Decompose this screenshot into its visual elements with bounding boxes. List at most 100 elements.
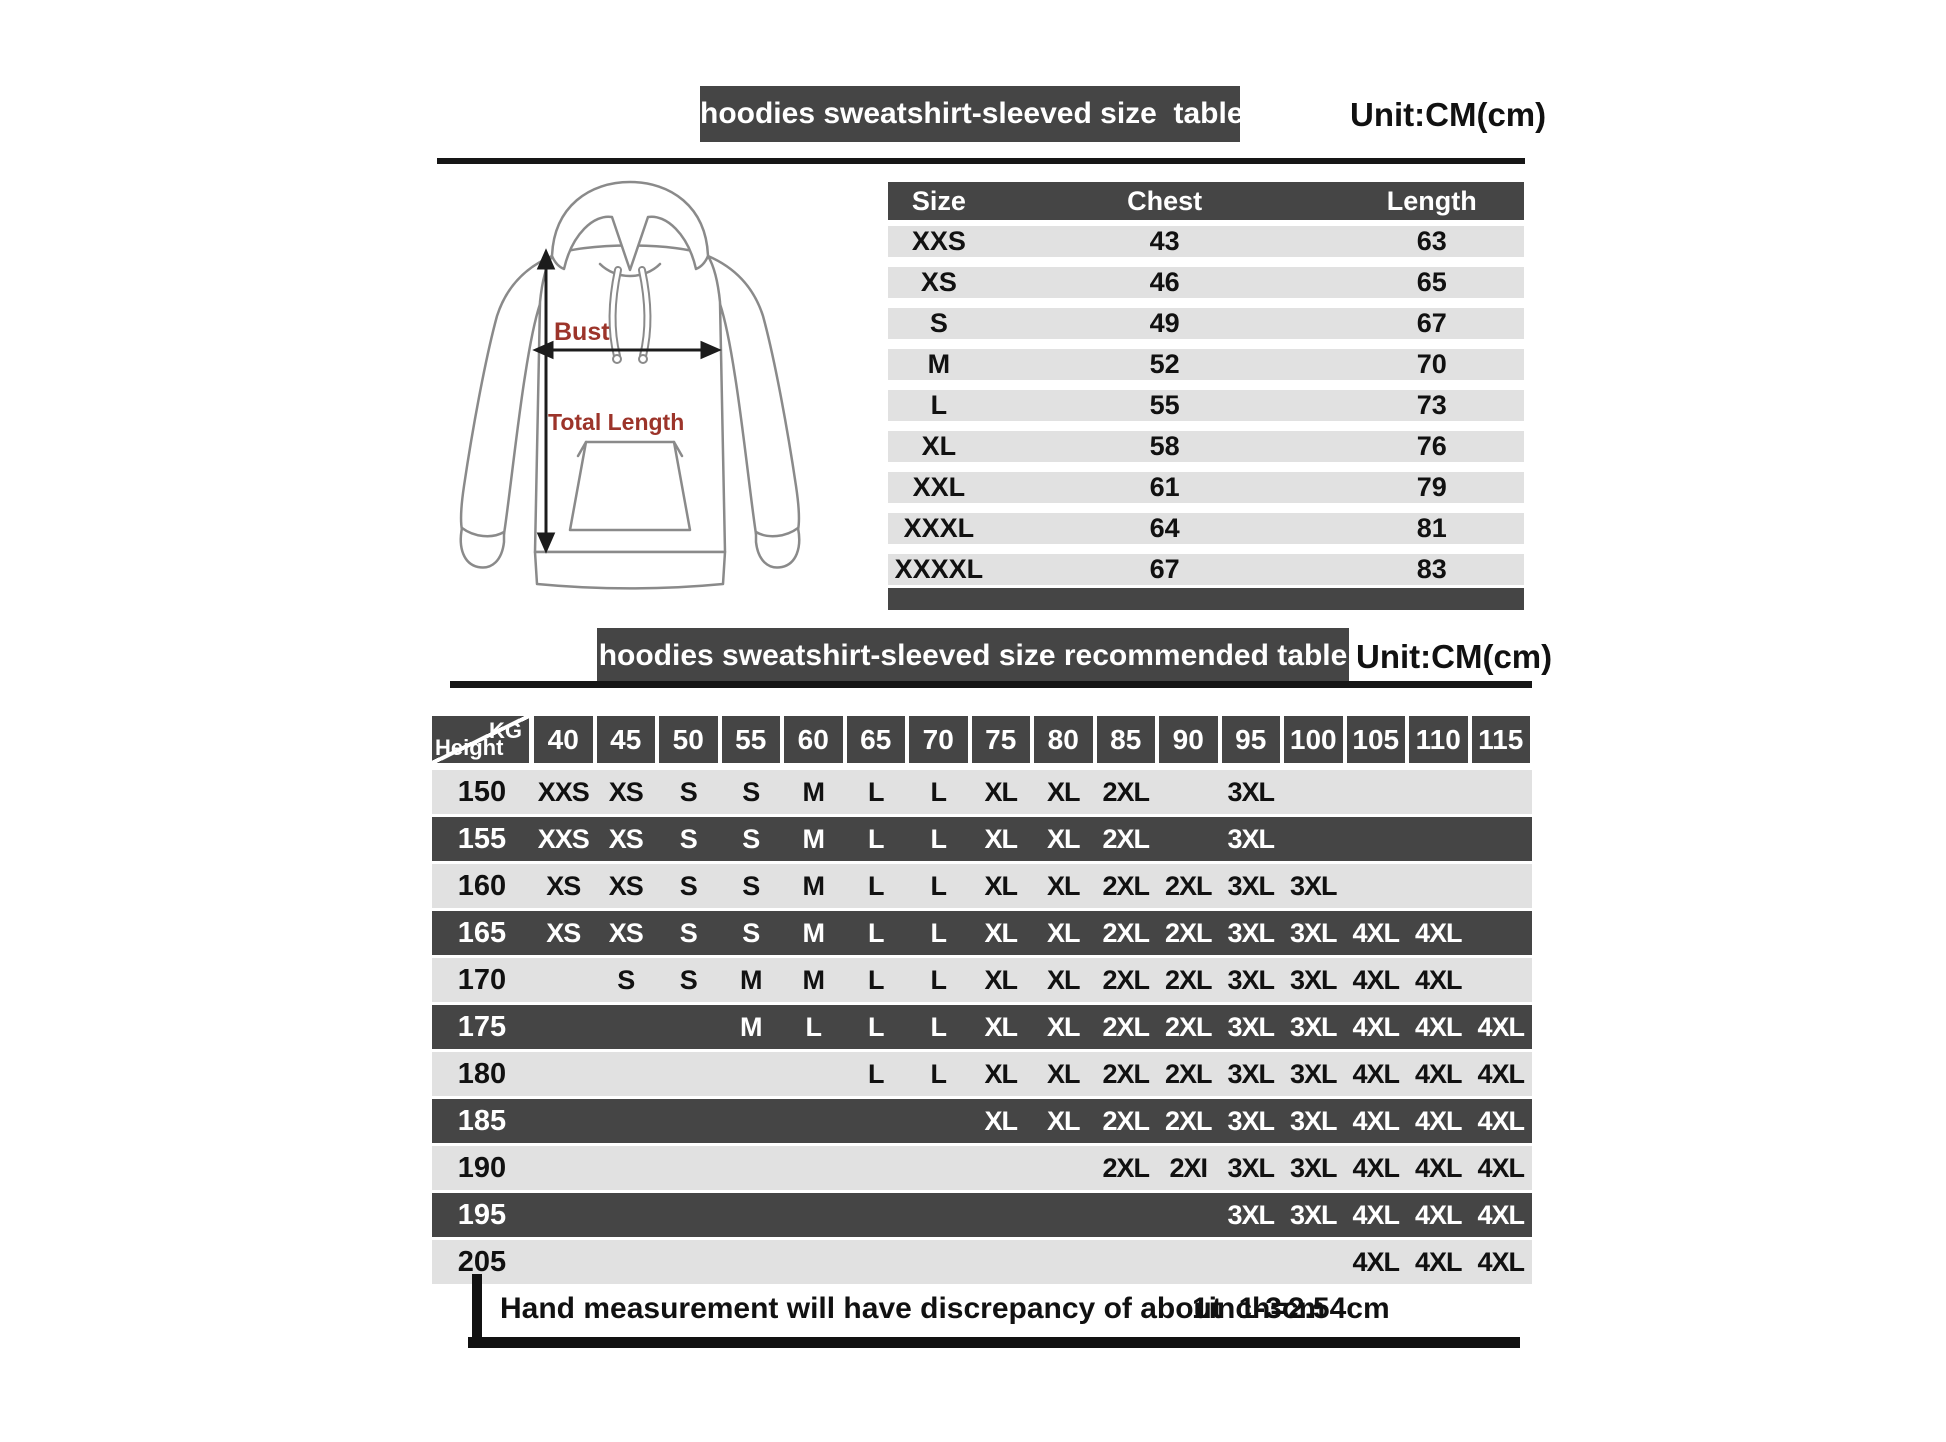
size-cell: L (868, 918, 884, 948)
size-cell: 2XL (1164, 1106, 1213, 1136)
size-cell: 4XL (1477, 1153, 1525, 1183)
size-cell (720, 1146, 783, 1190)
size-cell (1032, 1240, 1095, 1284)
size-cell (845, 1240, 908, 1284)
drawstrings (608, 266, 652, 364)
left-cuff (459, 526, 506, 569)
recommended-row: 180 L L XL XL 2XL 2XL 3XL 3XL 4XL 4XL 4X… (432, 1052, 1532, 1096)
size-cell (1032, 1193, 1095, 1237)
length-cell: 73 (1416, 390, 1447, 420)
size-cell: 3XL (1289, 871, 1338, 901)
size-cell: 2XL (1102, 1106, 1150, 1136)
size-cell: S (679, 918, 698, 948)
size-cell: L (930, 918, 947, 948)
size-cell: 4XL (1414, 1106, 1463, 1136)
size-cell (1095, 1240, 1158, 1284)
height-label: 165 (457, 917, 507, 949)
size-cell: 4XL (1414, 1247, 1463, 1277)
size-cell: 3XL (1227, 824, 1275, 854)
size-cell: XS (608, 871, 644, 901)
hood-outline (550, 180, 710, 272)
size-cell (1157, 770, 1220, 814)
size-table-row: XS 46 65 (888, 267, 1524, 298)
matrix-header-row: KG Height 40 45 50 55 60 65 70 75 80 85 90 95 100 105… (432, 716, 1532, 763)
size-cell: L (868, 1059, 884, 1089)
size-cell (1220, 1240, 1283, 1284)
weight-column-header: 65 (846, 716, 905, 763)
size-cell: S (742, 824, 760, 854)
weight-column-header: 70 (909, 716, 968, 763)
size-cell: 4XL (1477, 1059, 1525, 1089)
chest-cell: 67 (1149, 554, 1180, 584)
size-cell: 4XL (1352, 1012, 1400, 1042)
height-label: 180 (457, 1058, 507, 1090)
height-label: 155 (457, 823, 507, 855)
size-cell: 2XL (1102, 918, 1150, 948)
size-cell: 2XL (1102, 1153, 1150, 1183)
length-cell: 63 (1416, 226, 1447, 256)
size-cell: L (930, 777, 947, 807)
size-cell: S (742, 871, 760, 901)
arrowhead-right (700, 340, 722, 360)
weight-column-header: 40 (534, 716, 593, 763)
height-label: 150 (457, 776, 507, 808)
chest-cell: 52 (1149, 349, 1180, 379)
size-cell: S (679, 965, 698, 995)
size-cell (782, 1099, 845, 1143)
measurement-note: Hand measurement will have discrepancy o… (500, 1292, 1326, 1325)
size-cell (782, 1240, 845, 1284)
weight-column-header: 90 (1159, 716, 1218, 763)
size-cell: L (868, 1012, 884, 1042)
size-cell (1157, 1240, 1220, 1284)
divider-line (437, 158, 1525, 164)
size-cell: M (802, 871, 825, 901)
size-cell (970, 1146, 1033, 1190)
weight-column-header: 60 (784, 716, 843, 763)
column-header-length: Length (1386, 186, 1477, 216)
size-cell (907, 1099, 970, 1143)
size-cell: S (742, 918, 760, 948)
size-cell: XL (984, 1059, 1018, 1089)
recommended-row: 195 3XL 3XL 4XL 4XL 4XL (432, 1193, 1532, 1237)
size-cell (1157, 1193, 1220, 1237)
size-cell: 3XL (1227, 1012, 1275, 1042)
size-cell: XXXXL (894, 554, 984, 584)
weight-column-header: 50 (659, 716, 718, 763)
inch-conversion-note: 1inch=2.54cm (1192, 1292, 1390, 1325)
size-cell: L (930, 871, 947, 901)
size-cell: 2XL (1102, 965, 1150, 995)
size-cell: 3XL (1227, 1153, 1275, 1183)
height-label: 195 (457, 1199, 507, 1231)
size-table-title-bar: hoodies sweatshirt-sleeved size table (700, 86, 1244, 142)
chest-cell: 55 (1149, 390, 1180, 420)
size-cell (657, 1240, 720, 1284)
size-cell: XS (546, 871, 581, 901)
corner-kg-label: KG (489, 718, 522, 743)
size-cell: 3XL (1227, 1200, 1275, 1230)
size-cell (1032, 1146, 1095, 1190)
size-cell: 3XL (1227, 918, 1275, 948)
size-cell: 3XL (1227, 1106, 1275, 1136)
bust-label: Bust (554, 318, 610, 346)
size-cell: 2XL (1102, 824, 1150, 854)
weight-column-header: 95 (1221, 716, 1280, 763)
size-cell (1157, 817, 1220, 861)
size-table-row: XXS 43 63 (888, 226, 1524, 257)
size-cell (1282, 817, 1345, 861)
size-cell: 3XL (1289, 965, 1338, 995)
size-cell: 4XL (1352, 1153, 1400, 1183)
size-cell (532, 958, 595, 1002)
size-cell (1282, 1240, 1345, 1284)
size-table-row: XL 58 76 (888, 431, 1524, 462)
size-cell: 2XL (1102, 1012, 1150, 1042)
size-cell: XL (1046, 1059, 1081, 1089)
size-cell: XL (1046, 918, 1081, 948)
size-cell: 3XL (1227, 965, 1275, 995)
collar-line (598, 262, 662, 278)
size-cell: XS (608, 777, 644, 807)
size-cell: XL (1046, 871, 1081, 901)
size-cell (595, 1099, 658, 1143)
height-label: 185 (457, 1105, 507, 1137)
size-cell: L (930, 390, 948, 420)
